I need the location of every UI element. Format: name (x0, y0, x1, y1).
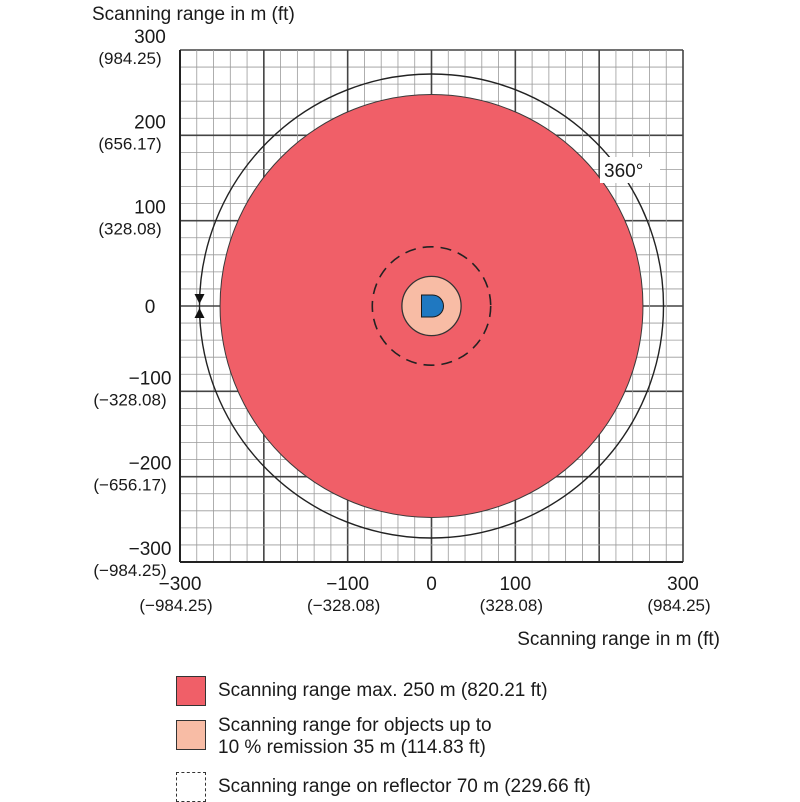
x-axis-tick-labels: −300(−984.25) −100(−328.08) 0 100(328.08) 30… (139, 574, 710, 615)
remission-range-swatch (176, 720, 206, 750)
x-tick-label: −300 (159, 574, 202, 595)
max-range-swatch (176, 676, 206, 706)
reflector-range-circle (371, 245, 492, 367)
arrow-down-icon (194, 294, 205, 304)
angle-label: 360° (604, 161, 643, 182)
y-tick-label: −200 (129, 454, 172, 475)
y-tick-label-ft: (328.08) (98, 220, 161, 239)
y-tick-label-ft: (−328.08) (93, 390, 166, 409)
rotation-arrows-icon (194, 294, 205, 318)
x-tick-label: −100 (326, 574, 369, 595)
legend-label-max-range: Scanning range max. 250 m (820.21 ft) (218, 680, 548, 701)
y-tick-label: 300 (134, 27, 166, 48)
x-tick-label-ft: (984.25) (647, 596, 710, 615)
y-tick-label-ft: (−984.25) (93, 561, 166, 580)
x-tick-label-ft: (−328.08) (307, 596, 380, 615)
y-tick-label-ft: (−656.17) (93, 476, 166, 495)
y-axis-tick-labels: 300(984.25)200(656.17)100(328.08)0−100(−… (93, 27, 171, 580)
y-axis-title: Scanning range in m (ft) (92, 4, 295, 25)
x-axis-title: Scanning range in m (ft) (517, 629, 720, 650)
x-tick-label: 0 (426, 574, 437, 595)
y-tick-label: −300 (129, 539, 172, 560)
y-tick-label: 200 (134, 112, 166, 133)
y-tick-label: 100 (134, 198, 166, 219)
rotation-arc-circle (198, 73, 665, 539)
legend-label-remission-line2: 10 % remission 35 m (114.83 ft) (218, 737, 486, 758)
x-tick-label-ft: (328.08) (480, 596, 543, 615)
sensor-icon (421, 294, 444, 318)
y-tick-label-ft: (656.17) (98, 134, 161, 153)
legend-label-reflector: Scanning range on reflector 70 m (229.66… (218, 776, 591, 797)
y-tick-label: 0 (145, 297, 156, 318)
y-tick-label-ft: (984.25) (98, 49, 161, 68)
angle-label-background (600, 157, 660, 183)
x-tick-label: 300 (667, 574, 699, 595)
legend-label-remission-line1: Scanning range for objects up to (218, 715, 492, 736)
reflector-range-swatch (176, 772, 206, 802)
x-tick-label: 100 (499, 574, 531, 595)
x-tick-label-ft: (−984.25) (139, 596, 212, 615)
arrow-up-icon (194, 308, 205, 318)
y-tick-label: −100 (129, 368, 172, 389)
